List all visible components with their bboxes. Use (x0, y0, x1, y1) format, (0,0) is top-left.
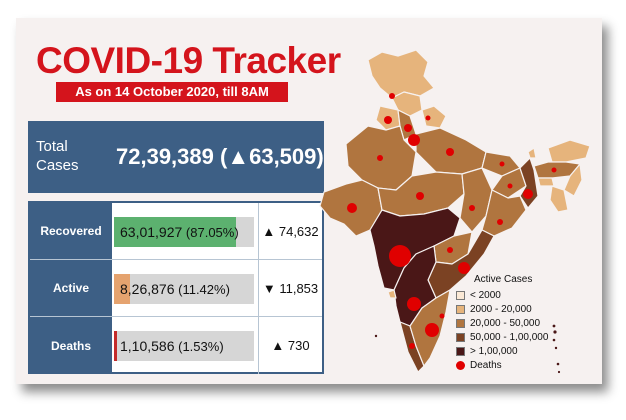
legend-swatch (456, 332, 465, 342)
death-bubble-assam (551, 167, 557, 173)
death-bubble-rajasthan (377, 155, 383, 161)
total-cases-number: 72,39,389 (116, 144, 214, 169)
stat-bar-text: 8,26,876 (11.42%) (120, 274, 230, 304)
legend-swatch (456, 304, 465, 314)
stat-row-recovered: Recovered 63,01,927 (87.05%) ▲ 74,632 (30, 203, 322, 260)
stat-label: Active (30, 260, 112, 316)
stat-bar-track: 1,10,586 (1.53%) (114, 331, 254, 361)
stat-row-deaths: Deaths 1,10,586 (1.53%) ▲ 730 (30, 317, 322, 374)
death-bubble-bihar (499, 161, 505, 167)
death-bubble-tamil-nadu (425, 323, 439, 337)
stat-label: Deaths (30, 317, 112, 374)
region-tripura-mizoram (549, 185, 569, 213)
death-bubble-mp (416, 192, 424, 200)
death-bubble-jk (389, 93, 395, 99)
page-title: COVID-19 Tracker (36, 40, 341, 81)
legend-label: > 1,00,000 (470, 345, 518, 357)
death-bubble-chhattisgarh (469, 205, 475, 211)
death-bubble-telangana (447, 247, 453, 253)
region-sikkim (527, 147, 537, 159)
legend-swatch (456, 346, 465, 356)
legend-label: < 2000 (470, 289, 501, 301)
stat-bar-fill (114, 331, 117, 361)
stat-percent: (11.42%) (178, 282, 230, 297)
total-cases-panel: Total Cases 72,39,389 (▲63,509) (28, 121, 324, 193)
region-uttarakhand (421, 105, 447, 129)
deaths-bubbles (347, 93, 557, 349)
legend-label: 2000 - 20,000 (470, 303, 532, 315)
legend-item: 2000 - 20,000 (456, 302, 566, 316)
death-bubble-gujarat (347, 203, 357, 213)
legend-swatch (456, 290, 465, 300)
death-bubble-maharashtra (389, 245, 411, 267)
death-bubble-jharkhand (507, 183, 513, 189)
map-legend: Active Cases < 2000 2000 - 20,000 20,000… (456, 274, 566, 372)
legend-label: 50,000 - 1,00,000 (470, 331, 549, 343)
region-chhattisgarh (459, 167, 493, 233)
death-bubble-punjab (384, 116, 392, 124)
total-cases-label: Total Cases (36, 138, 79, 174)
legend-label: 20,000 - 50,000 (470, 317, 541, 329)
death-bubble-up (446, 148, 454, 156)
region-goa (387, 289, 397, 299)
legend-deaths-label: Deaths (470, 359, 502, 371)
stat-bar-text: 63,01,927 (87.05%) (120, 217, 239, 247)
stat-delta: ▼ 11,853 (258, 260, 322, 316)
total-cases-delta: (▲63,509) (220, 144, 324, 169)
death-bubble-haryana (404, 124, 412, 132)
stat-label: Recovered (30, 203, 112, 259)
region-meghalaya (537, 177, 555, 187)
death-bubble-kerala (409, 343, 415, 349)
death-bubble-wb (523, 189, 533, 199)
deaths-dot-icon (456, 360, 465, 370)
death-bubble-karnataka (407, 297, 421, 311)
region-jammu-kashmir (367, 49, 435, 99)
death-bubble-odisha (497, 219, 503, 225)
stats-table: Recovered 63,01,927 (87.05%) ▲ 74,632 Ac… (28, 201, 324, 374)
date-banner: As on 14 October 2020, till 8AM (56, 82, 288, 102)
region-nagaland-manipur (563, 163, 583, 197)
stat-row-active: Active 8,26,876 (11.42%) ▼ 11,853 (30, 260, 322, 317)
stat-bar-fill (114, 217, 236, 247)
legend-swatch (456, 318, 465, 328)
lakshadweep (374, 334, 378, 338)
legend-item: < 2000 (456, 288, 566, 302)
india-map (319, 49, 591, 374)
stat-percent: (1.53%) (178, 339, 224, 354)
stat-bar-text: 1,10,586 (1.53%) (120, 331, 224, 361)
death-bubble-puducherry (439, 313, 445, 319)
total-cases-value: 72,39,389 (▲63,509) (116, 144, 324, 170)
tracker-card: COVID-19 Tracker As on 14 October 2020, … (16, 18, 602, 384)
region-karnataka (393, 245, 437, 327)
region-arunachal (547, 139, 591, 163)
region-jharkhand (491, 167, 527, 199)
stat-bar-track: 8,26,876 (11.42%) (114, 274, 254, 304)
legend-item-deaths: Deaths (456, 358, 566, 372)
death-bubble-uttarakhand (425, 115, 431, 121)
death-bubble-delhi (408, 134, 420, 146)
legend-item: > 1,00,000 (456, 344, 566, 358)
legend-item: 50,000 - 1,00,000 (456, 330, 566, 344)
stat-delta: ▲ 730 (258, 317, 322, 374)
stat-value: 8,26,876 (120, 281, 175, 297)
andaman-islands (552, 324, 561, 374)
stat-bar-fill (114, 274, 130, 304)
stat-value: 1,10,586 (120, 338, 175, 354)
stat-bar-track: 63,01,927 (87.05%) (114, 217, 254, 247)
stat-delta: ▲ 74,632 (258, 203, 322, 259)
legend-item: 20,000 - 50,000 (456, 316, 566, 330)
legend-title: Active Cases (474, 274, 533, 285)
stat-value: 63,01,927 (120, 224, 183, 240)
death-bubble-andhra (458, 262, 470, 274)
stat-percent: (87.05%) (185, 225, 239, 240)
